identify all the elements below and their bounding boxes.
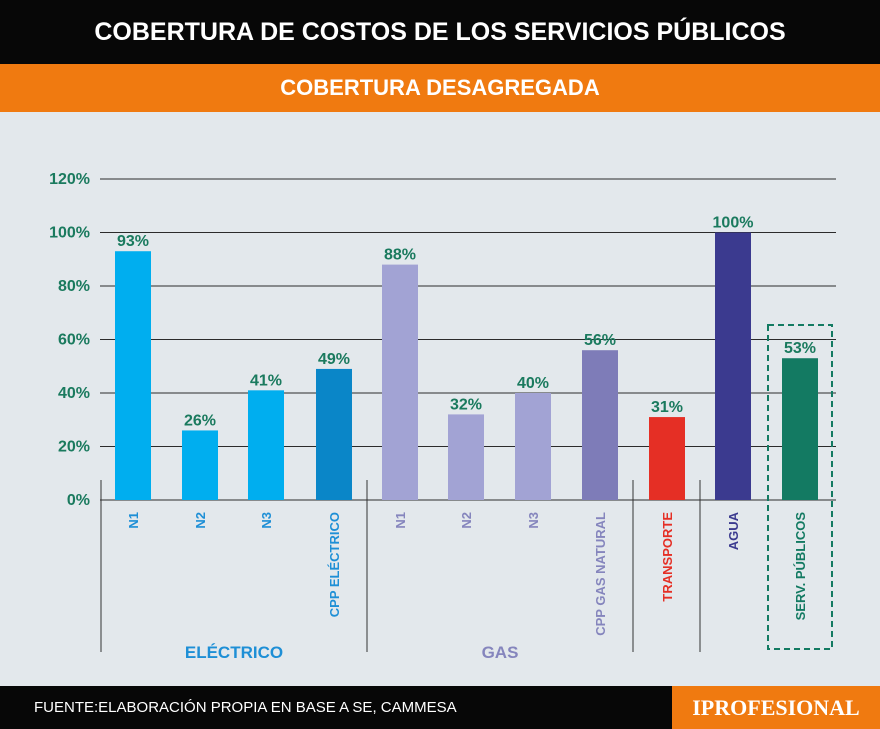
- bar: [182, 430, 218, 500]
- x-tick-label: AGUA: [726, 511, 741, 550]
- data-label: 93%: [117, 233, 149, 250]
- y-tick-label: 20%: [58, 439, 90, 456]
- y-tick-label: 80%: [58, 278, 90, 295]
- x-tick-label: SERV. PÚBLICOS: [793, 512, 808, 621]
- y-tick-label: 120%: [49, 171, 90, 188]
- data-label: 41%: [250, 372, 282, 389]
- group-label: ELÉCTRICO: [185, 643, 283, 662]
- bar: [649, 417, 685, 500]
- bar-chart: 0% 20% 40% 60% 80% 100% 120% 93% N1 26% N2 41% N3 49%…: [49, 171, 836, 662]
- brand-logo: IPROFESIONAL: [672, 686, 880, 729]
- data-label: 88%: [384, 247, 416, 264]
- footer: FUENTE:ELABORACIÓN PROPIA EN BASE A SE, …: [0, 686, 880, 729]
- bar: [448, 414, 484, 500]
- bar: [316, 368, 352, 500]
- data-label: 26%: [184, 412, 216, 429]
- x-tick-label: CPP GAS NATURAL: [593, 512, 608, 636]
- x-tick-label: TRANSPORTE: [660, 512, 675, 602]
- x-tick-label: CPP ELÉCTRICO: [327, 512, 342, 617]
- x-tick-label: N2: [193, 512, 208, 529]
- x-tick-label: N3: [526, 512, 541, 529]
- bar: [115, 251, 151, 500]
- bar: [382, 264, 418, 500]
- data-label: 32%: [450, 396, 482, 413]
- highlight-box: [767, 324, 833, 650]
- bar: [715, 232, 751, 500]
- y-tick-label: 60%: [58, 332, 90, 349]
- group-label: GAS: [482, 643, 519, 662]
- x-tick-label: N3: [259, 512, 274, 529]
- y-tick-label: 0%: [67, 492, 90, 509]
- data-label: 56%: [584, 332, 616, 349]
- bar: [515, 393, 551, 500]
- y-tick-label: 40%: [58, 385, 90, 402]
- y-tick-label: 100%: [49, 225, 90, 242]
- bar: [582, 350, 618, 500]
- bar: [782, 358, 818, 500]
- source-text: FUENTE:ELABORACIÓN PROPIA EN BASE A SE, …: [34, 699, 457, 716]
- data-label: 53%: [784, 340, 816, 357]
- chart-subtitle: COBERTURA DESAGREGADA: [0, 64, 880, 112]
- x-tick-label: N2: [459, 512, 474, 529]
- bar: [248, 390, 284, 500]
- chart-title: COBERTURA DE COSTOS DE LOS SERVICIOS PÚB…: [0, 0, 880, 64]
- data-label: 100%: [713, 215, 754, 232]
- data-label: 31%: [651, 399, 683, 416]
- x-tick-label: N1: [393, 512, 408, 529]
- x-tick-label: N1: [126, 512, 141, 529]
- data-label: 40%: [517, 375, 549, 392]
- data-label: 49%: [318, 351, 350, 368]
